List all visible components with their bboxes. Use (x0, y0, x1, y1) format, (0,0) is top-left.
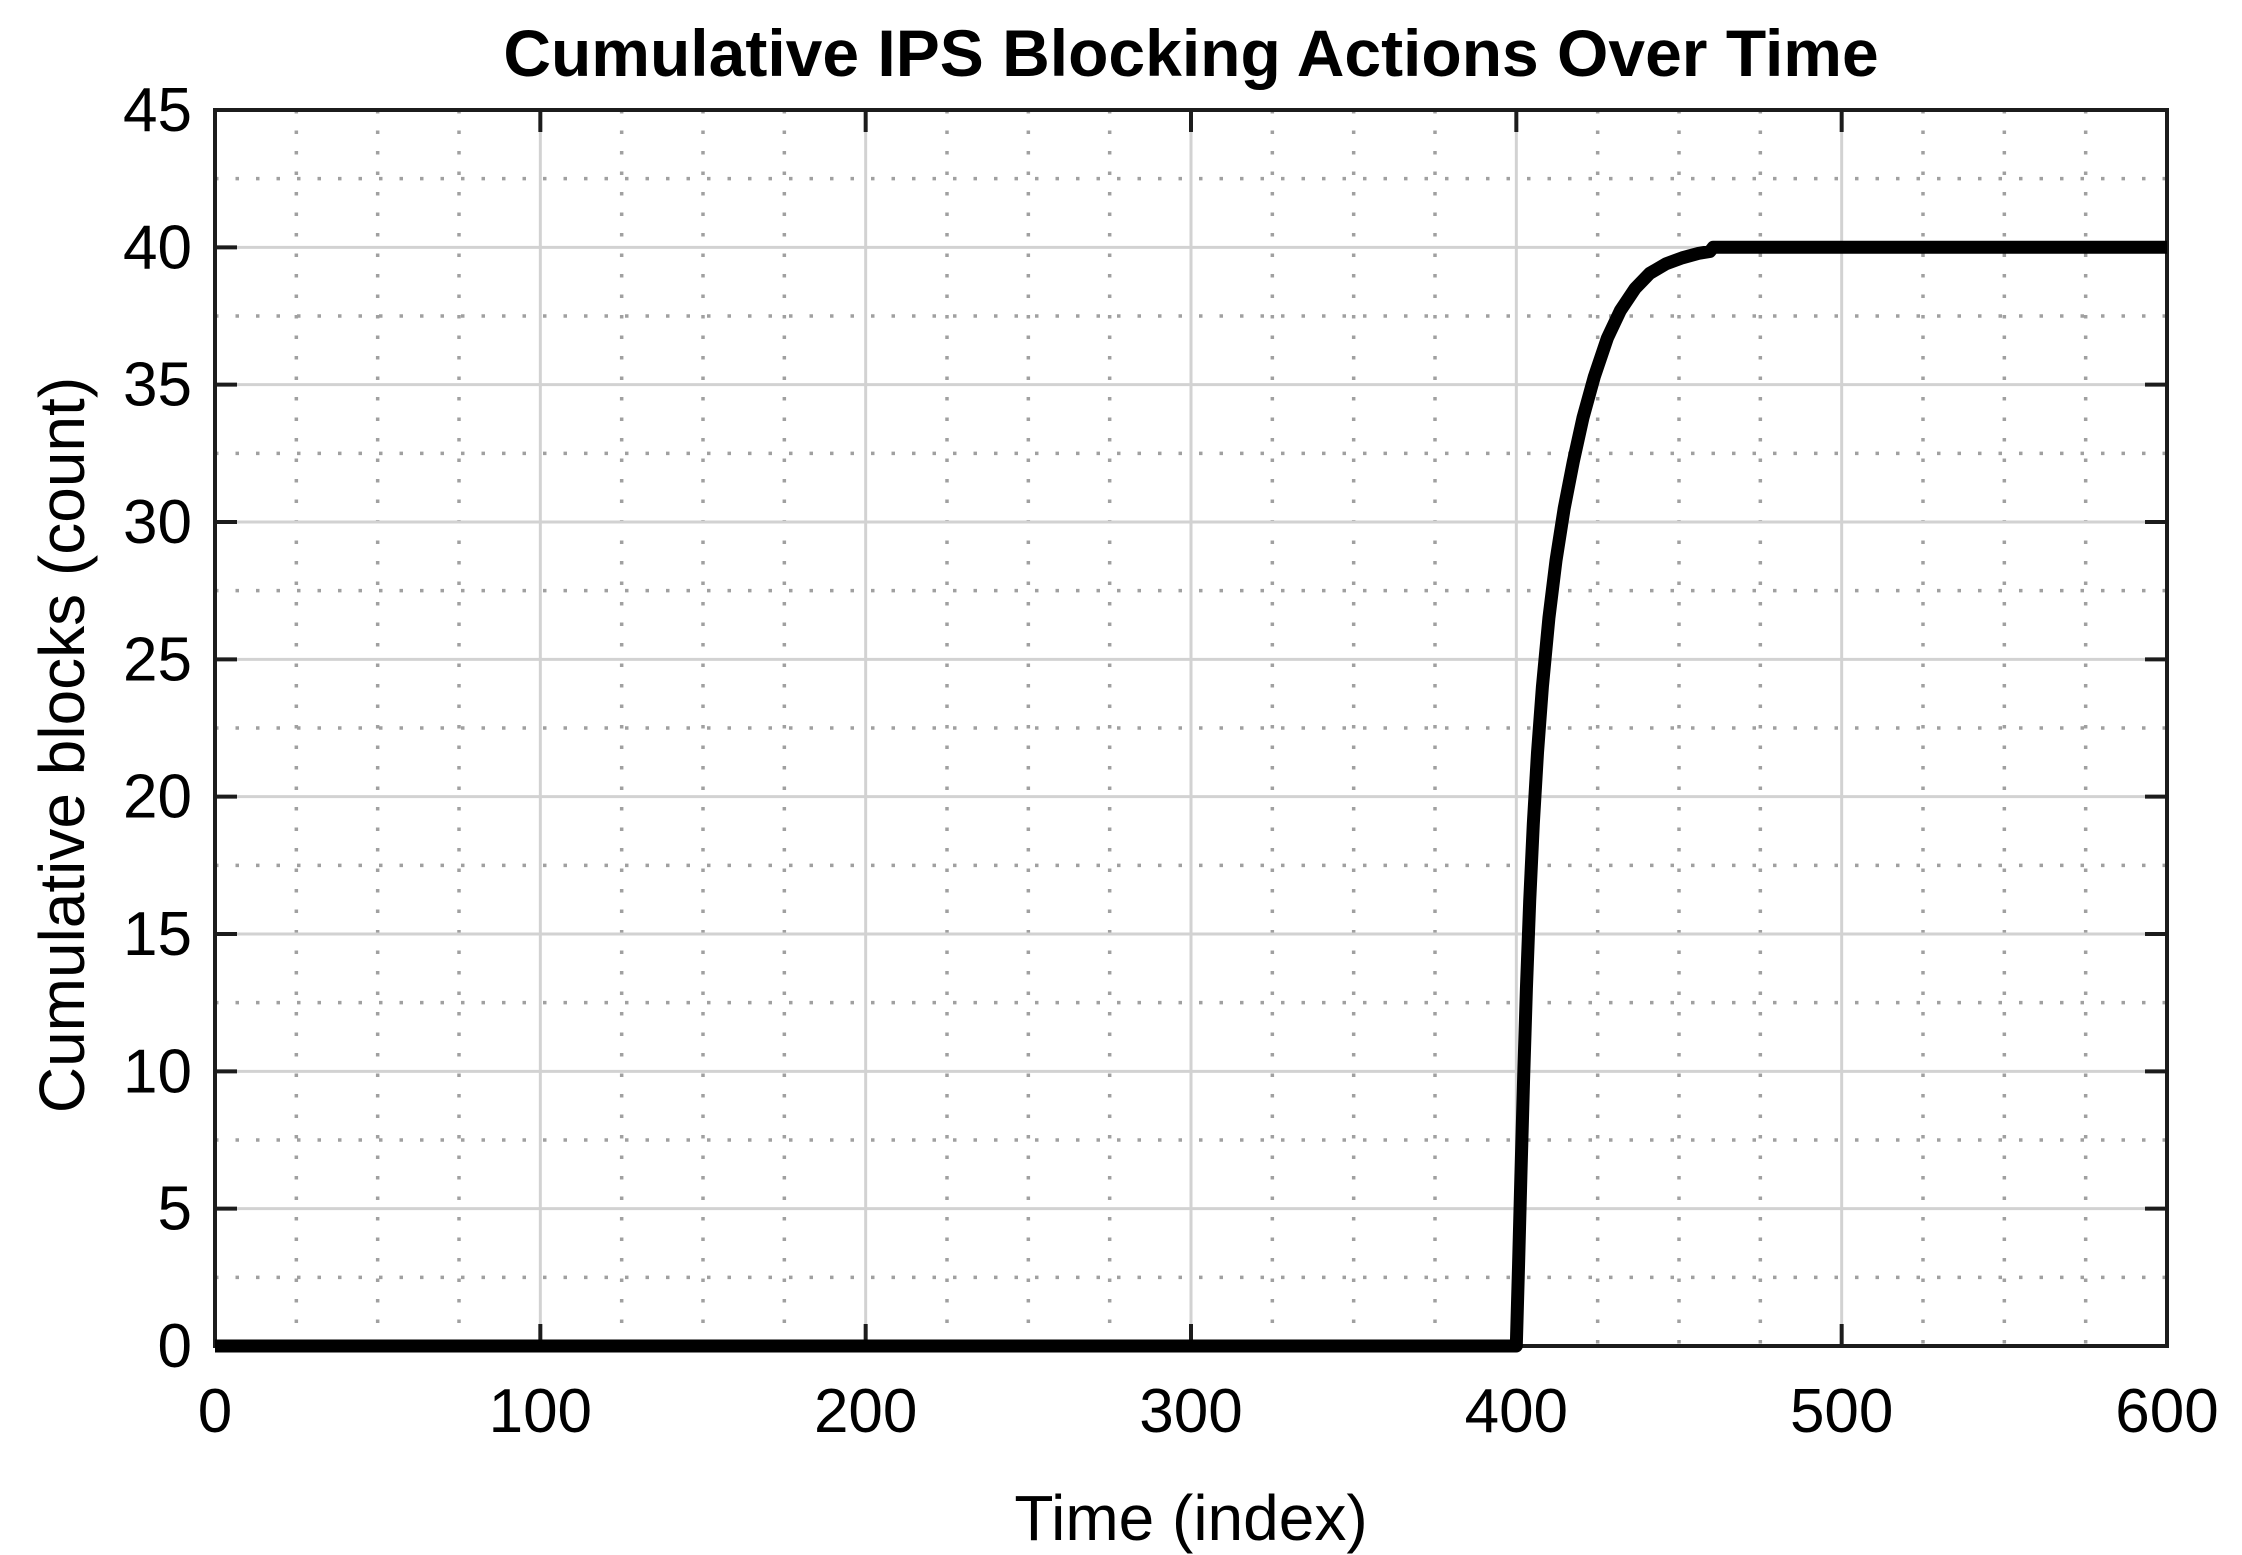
y-tick-label: 5 (158, 1175, 192, 1244)
y-tick-label: 20 (123, 763, 192, 832)
y-tick-label: 0 (158, 1312, 192, 1381)
chart-title: Cumulative IPS Blocking Actions Over Tim… (503, 16, 1878, 90)
y-tick-label: 30 (123, 488, 192, 557)
x-tick-label: 100 (489, 1377, 592, 1446)
y-tick-label: 15 (123, 900, 192, 969)
x-axis-label: Time (index) (1014, 1482, 1367, 1554)
y-tick-label: 10 (123, 1037, 192, 1106)
major-grid (215, 110, 2167, 1346)
x-tick-label: 600 (2115, 1377, 2218, 1446)
y-tick-label: 45 (123, 76, 192, 145)
series-line-cumulative-blocks (215, 240, 2167, 1353)
x-tick-label: 200 (814, 1377, 917, 1446)
y-tick-label: 25 (123, 625, 192, 694)
x-tick-label: 300 (1139, 1377, 1242, 1446)
x-tick-labels: 0 100 200 300 400 500 600 (198, 1377, 2219, 1446)
y-tick-label: 40 (123, 213, 192, 282)
y-tick-labels: 0 5 10 15 20 25 30 35 40 45 (123, 76, 192, 1381)
y-axis-label: Cumulative blocks (count) (26, 377, 98, 1113)
y-tick-label: 35 (123, 351, 192, 420)
x-tick-label: 500 (1790, 1377, 1893, 1446)
x-tick-label: 400 (1465, 1377, 1568, 1446)
x-tick-label: 0 (198, 1377, 232, 1446)
minor-grid (215, 110, 2167, 1346)
